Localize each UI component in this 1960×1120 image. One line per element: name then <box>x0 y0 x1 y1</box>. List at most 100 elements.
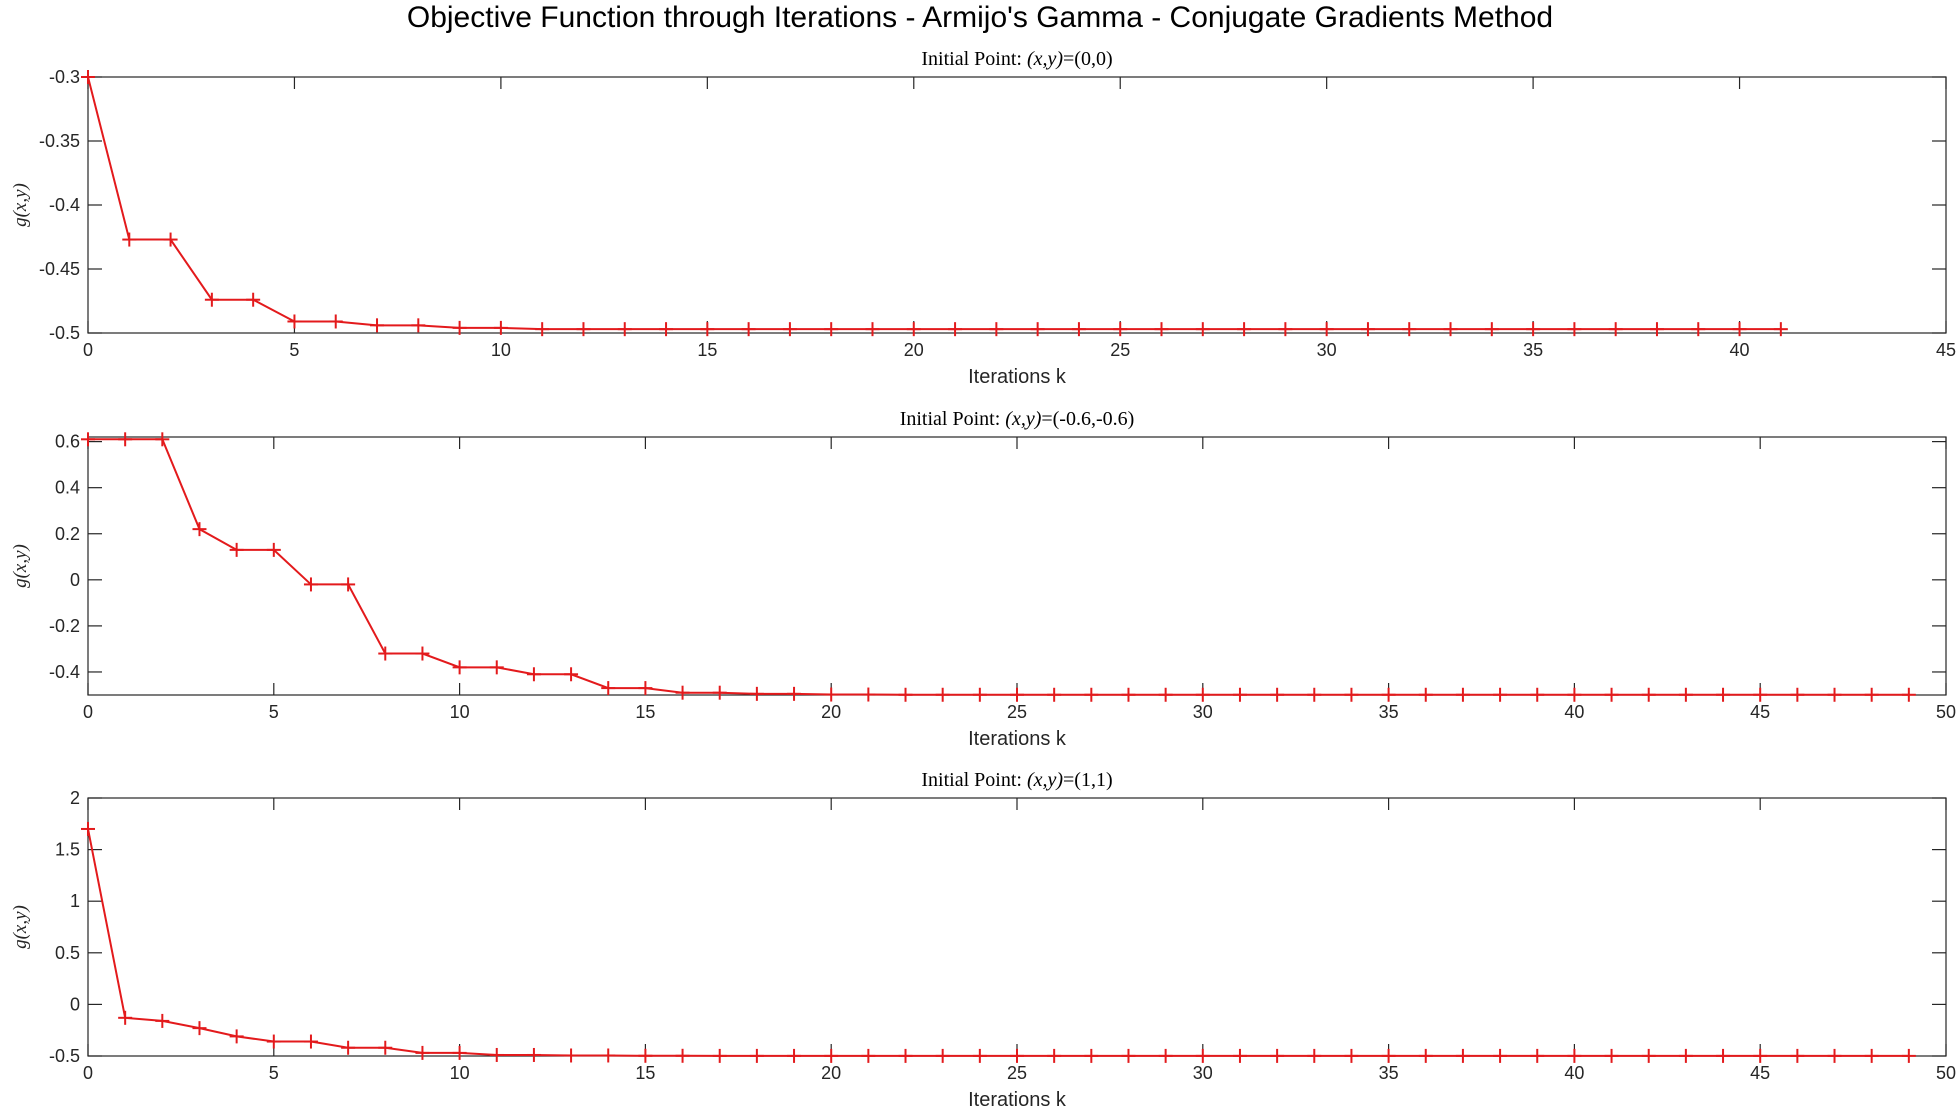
data-point <box>415 1045 430 1060</box>
data-point <box>972 1048 987 1063</box>
subplot-title-value: =(1,1) <box>1063 769 1113 791</box>
data-point <box>1716 1048 1731 1063</box>
data-point <box>576 322 591 337</box>
data-point <box>638 681 653 696</box>
data-point <box>1381 687 1396 702</box>
data-point <box>1195 322 1210 337</box>
subplot-title: Initial Point: (x,y)=(0,0) <box>921 48 1112 70</box>
data-point <box>1567 1048 1582 1063</box>
x-tick-label: 35 <box>1379 1063 1399 1083</box>
data-point <box>564 1048 579 1063</box>
series-line <box>87 828 1909 1057</box>
y-tick-label: -0.5 <box>49 1046 80 1066</box>
x-tick-label: 15 <box>697 340 717 360</box>
data-point <box>287 314 302 329</box>
data-point <box>328 314 343 329</box>
data-point <box>712 1048 727 1063</box>
subplot-title-value: =(0,0) <box>1063 48 1113 70</box>
subplot-2: Initial Point: (x,y)=(-0.6,-0.6) 0 5 10 15 20… <box>10 408 1956 750</box>
data-point <box>1010 687 1024 702</box>
series-line <box>87 76 1781 331</box>
data-point <box>1158 687 1173 702</box>
data-point <box>1493 687 1508 702</box>
data-point <box>303 1034 318 1049</box>
data-point <box>118 432 133 447</box>
data-point <box>935 687 950 702</box>
data-point <box>1360 322 1375 337</box>
subplot-3: Initial Point: (x,y)=(1,1)0 5 10 15 20 25 30 35… <box>10 769 1956 1111</box>
x-tick-label: 20 <box>821 702 841 722</box>
data-point <box>1691 322 1706 337</box>
x-tick-label: 45 <box>1936 340 1956 360</box>
subplot-title-prefix: Initial Point: <box>900 408 1006 430</box>
data-point <box>1641 1048 1656 1063</box>
data-point <box>935 1048 950 1063</box>
data-point <box>782 322 797 337</box>
data-point <box>1154 322 1169 337</box>
data-point <box>526 667 541 682</box>
data-point <box>861 1048 876 1063</box>
data-point <box>1195 687 1210 702</box>
data-point <box>675 685 690 700</box>
data-point <box>989 322 1004 337</box>
data-point <box>898 687 913 702</box>
data-point <box>489 660 504 675</box>
y-tick-label: -0.2 <box>49 616 80 636</box>
y-tick-label: 0.6 <box>55 432 80 452</box>
data-point <box>1158 1048 1173 1063</box>
data-point <box>1455 687 1470 702</box>
subplots: Initial Point: (x,y)=(0,0)0 5 10 15 20 25 30 35… <box>10 48 1956 1111</box>
data-point <box>370 318 385 333</box>
x-axis-label: Iterations k <box>968 366 1067 388</box>
data-point <box>229 542 244 557</box>
data-point <box>898 1048 913 1063</box>
data-point <box>1344 687 1359 702</box>
x-tick-label: 20 <box>904 340 924 360</box>
data-point <box>1901 1048 1916 1063</box>
subplot-title-prefix: Initial Point: <box>921 769 1027 791</box>
y-tick-label: 2 <box>70 788 80 808</box>
x-tick-label: 5 <box>289 340 299 360</box>
data-point <box>266 1034 281 1049</box>
x-tick-label: 25 <box>1110 340 1130 360</box>
x-tick-label: 5 <box>269 702 279 722</box>
y-tick-label: 1 <box>70 891 80 911</box>
data-point <box>1753 1048 1768 1063</box>
data-point <box>155 1013 170 1028</box>
data-point <box>1827 687 1842 702</box>
data-point <box>1678 1048 1693 1063</box>
y-tick-label: 1.5 <box>55 840 80 860</box>
data-point <box>1195 1048 1210 1063</box>
data-point <box>411 318 426 333</box>
data-point <box>700 322 715 337</box>
data-point <box>1047 687 1062 702</box>
data-point <box>1047 1048 1062 1063</box>
axes-box <box>87 76 1947 334</box>
x-tick-label: 5 <box>269 1063 279 1083</box>
data-point <box>493 320 508 335</box>
x-tick-label: 0 <box>83 340 93 360</box>
data-point <box>1567 687 1582 702</box>
data-point <box>1649 322 1664 337</box>
data-point <box>601 681 616 696</box>
x-tick-label: 40 <box>1564 1063 1584 1083</box>
data-point <box>741 322 756 337</box>
data-point <box>266 542 281 557</box>
data-point <box>1530 687 1545 702</box>
x-tick-label: 35 <box>1379 702 1399 722</box>
data-point <box>1010 1048 1024 1063</box>
data-point <box>1418 1048 1433 1063</box>
data-point <box>824 322 839 337</box>
x-tick-label: 25 <box>1007 702 1027 722</box>
data-point <box>1270 687 1285 702</box>
x-axis-label: Iterations k <box>968 728 1067 750</box>
data-point <box>1493 1048 1508 1063</box>
y-axis-label: g(x,y) <box>10 183 31 227</box>
x-tick-label: 45 <box>1750 702 1770 722</box>
figure-title: Objective Function through Iterations - … <box>407 1 1553 34</box>
x-tick-label: 15 <box>635 1063 655 1083</box>
data-point <box>1232 1048 1247 1063</box>
x-tick-label: 10 <box>491 340 511 360</box>
data-point <box>972 687 987 702</box>
